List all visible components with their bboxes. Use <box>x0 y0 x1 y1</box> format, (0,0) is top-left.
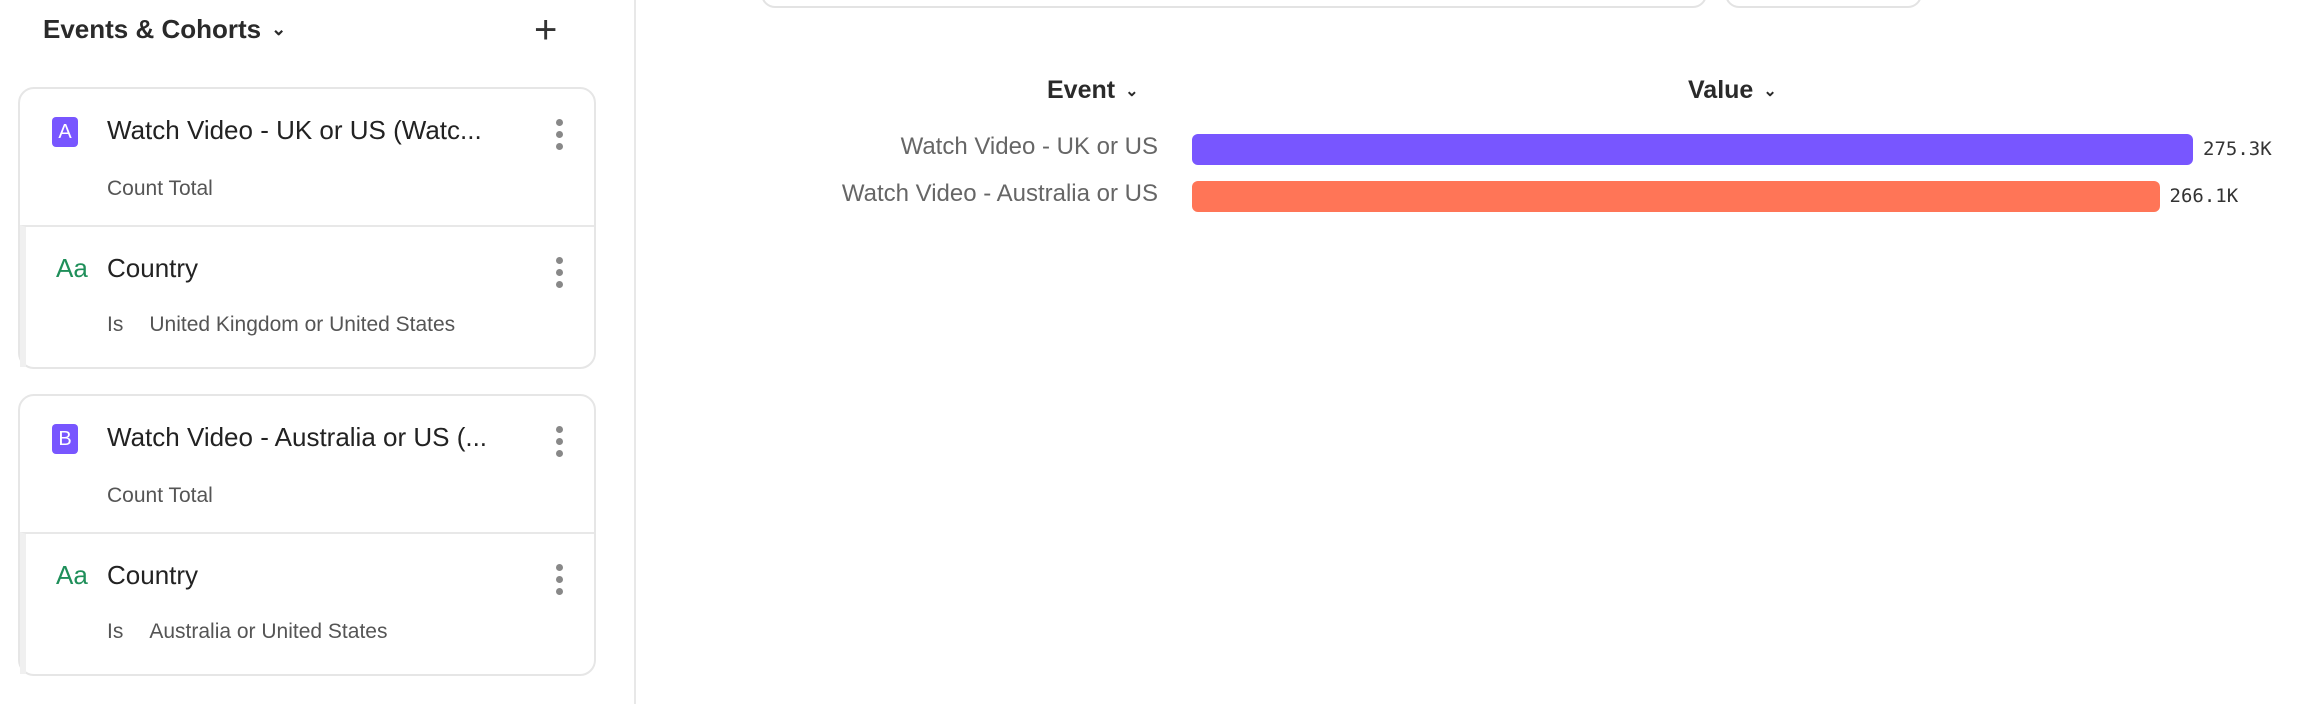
chevron-down-icon: ⌄ <box>1125 82 1139 100</box>
event-column-header[interactable]: Event ⌄ <box>1047 76 1139 105</box>
metric-aggregation[interactable]: Count Total <box>107 177 213 200</box>
sidebar-title: Events & Cohorts <box>43 14 262 44</box>
sidebar: Events & Cohorts ⌄ + A Watch Video - UK o… <box>0 0 636 704</box>
more-options-icon[interactable] <box>556 426 564 457</box>
more-options-icon[interactable] <box>556 257 564 288</box>
chevron-down-icon: ⌄ <box>1763 82 1777 100</box>
bar[interactable] <box>1192 181 2160 212</box>
date-range-toolbar[interactable] <box>761 0 1707 8</box>
string-property-icon: Aa <box>56 253 88 283</box>
value-header-label: Value <box>1688 76 1754 104</box>
badge-a: A <box>52 117 78 147</box>
event-header-label: Event <box>1047 76 1116 104</box>
toolbar-button[interactable] <box>1725 0 1922 8</box>
value-column-header[interactable]: Value ⌄ <box>1688 76 1777 105</box>
filter-value: United Kingdom or United States <box>149 313 456 336</box>
bar-value-label: 275.3K <box>2203 138 2272 160</box>
bar-label: Watch Video - UK or US <box>900 133 1158 160</box>
metric-aggregation[interactable]: Count Total <box>107 484 213 507</box>
metric-card-b[interactable]: B Watch Video - Australia or US (... Cou… <box>18 394 596 676</box>
string-property-icon: Aa <box>56 560 88 590</box>
filter-condition[interactable]: Is Australia or United States <box>107 620 387 644</box>
more-options-icon[interactable] <box>556 564 564 595</box>
filter-condition[interactable]: Is United Kingdom or United States <box>107 313 455 337</box>
filter-operator: Is <box>107 313 124 336</box>
metric-title[interactable]: Watch Video - Australia or US (... <box>107 422 488 452</box>
bar-label: Watch Video - Australia or US <box>841 180 1158 207</box>
badge-b: B <box>52 424 78 454</box>
metric-card-a[interactable]: A Watch Video - UK or US (Watc... Count … <box>18 87 596 369</box>
filter-property[interactable]: Country <box>107 253 199 283</box>
events-cohorts-dropdown[interactable]: Events & Cohorts ⌄ <box>43 14 286 45</box>
filter-property[interactable]: Country <box>107 560 199 590</box>
bar[interactable] <box>1192 134 2193 165</box>
add-plus-icon[interactable]: + <box>534 8 558 52</box>
filter-value: Australia or United States <box>149 620 388 643</box>
chevron-down-icon: ⌄ <box>271 19 287 39</box>
bar-value-label: 266.1K <box>2169 185 2239 207</box>
metric-title[interactable]: Watch Video - UK or US (Watc... <box>107 115 482 145</box>
filter-operator: Is <box>107 620 124 643</box>
more-options-icon[interactable] <box>556 119 564 150</box>
